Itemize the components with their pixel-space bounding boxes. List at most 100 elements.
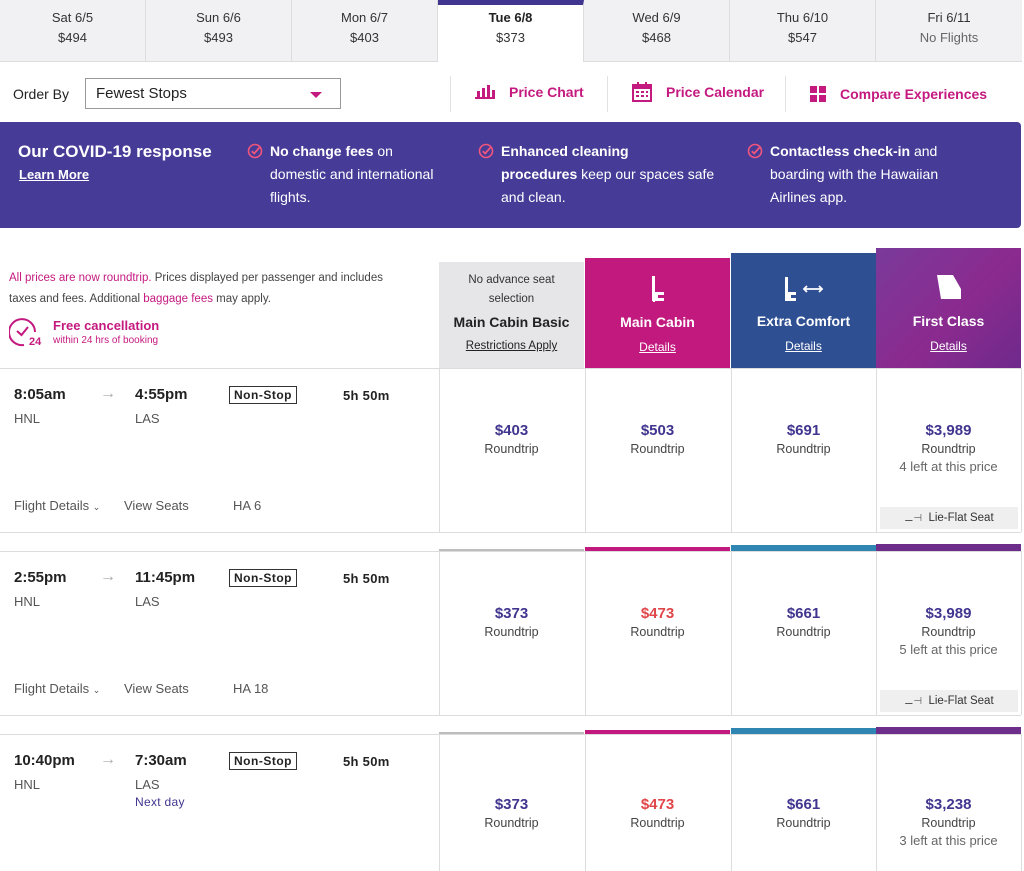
divider bbox=[731, 368, 732, 532]
date-price: No Flights bbox=[919, 30, 979, 45]
divider bbox=[731, 551, 732, 715]
depart-time: 8:05am bbox=[14, 386, 66, 403]
depart-time: 2:55pm bbox=[14, 569, 67, 586]
bar-chart-icon bbox=[475, 85, 495, 99]
arrive-time: 7:30am bbox=[135, 752, 187, 769]
cabin-header-basic: No advance seat selection Main Cabin Basi… bbox=[439, 262, 584, 368]
covid-item-bold: procedures bbox=[501, 166, 578, 182]
nonstop-badge: Non-Stop bbox=[229, 569, 297, 587]
clock-24-icon: 24 bbox=[9, 318, 42, 348]
date-tab-wed[interactable]: Wed 6/9 $468 bbox=[584, 0, 730, 62]
date-label: Tue 6/8 bbox=[488, 10, 533, 25]
order-by-value: Fewest Stops bbox=[96, 85, 187, 102]
fare-first[interactable]: $3,989 Roundtrip 5 left at this price bbox=[876, 605, 1021, 657]
cabin-name: Main Cabin Basic bbox=[453, 314, 570, 330]
price-calendar-link[interactable]: Price Calendar bbox=[632, 82, 764, 102]
fare-price: $473 bbox=[640, 605, 675, 622]
covid-title: Our COVID-19 response bbox=[18, 142, 212, 161]
flight-details-link[interactable]: Flight Details ⌄ bbox=[14, 498, 100, 513]
divider bbox=[439, 734, 440, 871]
fare-first[interactable]: $3,238 Roundtrip 3 left at this price bbox=[876, 796, 1021, 848]
depart-time: 10:40pm bbox=[14, 752, 75, 769]
arrive-time: 4:55pm bbox=[135, 386, 188, 403]
fare-price: $473 bbox=[640, 796, 675, 813]
cabin-name: Main Cabin bbox=[620, 314, 695, 330]
next-day-label: Next day bbox=[135, 795, 185, 809]
covid-item-text: on bbox=[373, 143, 393, 159]
price-calendar-label: Price Calendar bbox=[666, 84, 765, 100]
roundtrip-notice-link[interactable]: All prices are now roundtrip. bbox=[9, 272, 152, 284]
cabin-bar-basic bbox=[439, 549, 584, 551]
fare-roundtrip: Roundtrip bbox=[630, 625, 685, 639]
cabin-bar-basic bbox=[439, 732, 584, 734]
date-price: $468 bbox=[642, 30, 671, 45]
fare-roundtrip: Roundtrip bbox=[921, 625, 976, 639]
divider bbox=[876, 734, 877, 871]
lie-flat-label: Lie-Flat Seat bbox=[928, 695, 994, 707]
lie-flat-badge: ⚊⊣ Lie-Flat Seat bbox=[880, 507, 1018, 529]
seats-left: 5 left at this price bbox=[899, 642, 998, 657]
lie-flat-seat-icon bbox=[936, 275, 961, 299]
date-tab-thu[interactable]: Thu 6/10 $547 bbox=[730, 0, 876, 62]
fare-price: $691 bbox=[786, 422, 821, 439]
fare-price: $3,989 bbox=[925, 422, 972, 439]
view-seats-link[interactable]: View Seats bbox=[124, 681, 189, 696]
view-seats-link[interactable]: View Seats bbox=[124, 498, 189, 513]
date-tab-sat[interactable]: Sat 6/5 $494 bbox=[0, 0, 146, 62]
order-by-select[interactable]: Fewest Stops bbox=[85, 78, 341, 109]
fare-price: $3,238 bbox=[925, 796, 972, 813]
fare-roundtrip: Roundtrip bbox=[776, 625, 831, 639]
date-price: $547 bbox=[788, 30, 817, 45]
seats-left: 4 left at this price bbox=[899, 459, 998, 474]
fare-roundtrip: Roundtrip bbox=[921, 442, 976, 456]
caret-down-icon bbox=[310, 92, 322, 98]
date-label: Fri 6/11 bbox=[927, 10, 971, 25]
date-tab-sun[interactable]: Sun 6/6 $493 bbox=[146, 0, 292, 62]
covid-banner: Our COVID-19 response Learn More No chan… bbox=[0, 122, 1021, 228]
fare-basic[interactable]: $373 Roundtrip bbox=[439, 605, 584, 639]
date-label: Sat 6/5 bbox=[51, 10, 94, 25]
covid-item-text: Airlines app. bbox=[770, 189, 848, 205]
notice-text: Prices displayed per passenger and inclu… bbox=[151, 272, 383, 284]
arrive-airport: LAS bbox=[135, 411, 160, 426]
divider bbox=[439, 368, 440, 532]
fare-extra[interactable]: $691 Roundtrip bbox=[731, 422, 876, 456]
fare-main[interactable]: $503 Roundtrip bbox=[585, 422, 730, 456]
cabin-header-first: First Class Details bbox=[876, 248, 1021, 368]
cabin-bar-extra bbox=[731, 545, 876, 551]
covid-item-bold: No change fees bbox=[270, 143, 374, 159]
flight-details-link[interactable]: Flight Details ⌄ bbox=[14, 681, 100, 696]
compare-experiences-link[interactable]: Compare Experiences bbox=[810, 86, 987, 102]
fare-extra[interactable]: $661 Roundtrip bbox=[731, 796, 876, 830]
free-cancel-sub: within 24 hrs of booking bbox=[53, 335, 159, 346]
covid-item-text: and bbox=[910, 143, 938, 159]
lie-flat-label: Lie-Flat Seat bbox=[928, 512, 994, 524]
fare-first[interactable]: $3,989 Roundtrip 4 left at this price bbox=[876, 422, 1021, 474]
bed-icon: ⚊⊣ bbox=[904, 696, 923, 707]
cabin-name: Extra Comfort bbox=[756, 313, 851, 329]
date-tab-fri[interactable]: Fri 6/11 No Flights bbox=[876, 0, 1022, 62]
first-class-details-link[interactable]: Details bbox=[930, 339, 967, 353]
fare-basic[interactable]: $403 Roundtrip bbox=[439, 422, 584, 456]
fare-main[interactable]: $473 Roundtrip bbox=[585, 796, 730, 830]
divider bbox=[585, 551, 586, 715]
date-tab-mon[interactable]: Mon 6/7 $403 bbox=[292, 0, 438, 62]
sort-toolbar: Order By Fewest Stops Price Chart Price … bbox=[0, 62, 1024, 122]
baggage-fees-link[interactable]: baggage fees bbox=[143, 293, 213, 305]
divider bbox=[785, 76, 786, 112]
flight-details-label: Flight Details bbox=[14, 681, 90, 696]
date-tab-tue-selected[interactable]: Tue 6/8 $373 bbox=[438, 0, 584, 62]
restrictions-link[interactable]: Restrictions Apply bbox=[465, 340, 558, 352]
cabin-name: First Class bbox=[912, 313, 985, 329]
fare-extra[interactable]: $661 Roundtrip bbox=[731, 605, 876, 639]
price-chart-link[interactable]: Price Chart bbox=[475, 84, 584, 100]
fare-main[interactable]: $473 Roundtrip bbox=[585, 605, 730, 639]
fare-price: $661 bbox=[786, 605, 821, 622]
main-cabin-details-link[interactable]: Details bbox=[639, 340, 676, 354]
extra-comfort-details-link[interactable]: Details bbox=[785, 339, 822, 353]
learn-more-link[interactable]: Learn More bbox=[19, 167, 90, 182]
fare-basic[interactable]: $373 Roundtrip bbox=[439, 796, 584, 830]
cabin-bar-extra bbox=[731, 728, 876, 734]
date-label: Sun 6/6 bbox=[196, 10, 241, 25]
duration: 5h 50m bbox=[343, 388, 390, 403]
